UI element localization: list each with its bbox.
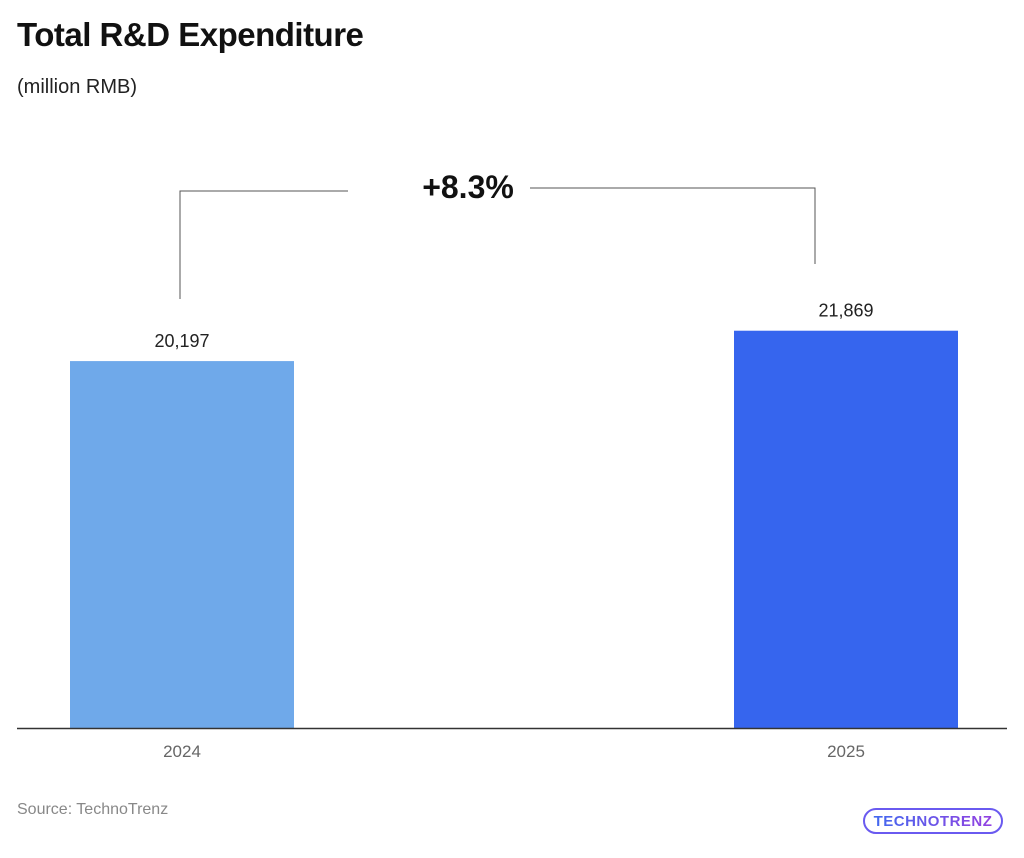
x-tick-label-2025: 2025 [827, 742, 865, 761]
chart-title: Total R&D Expenditure [17, 16, 364, 53]
technotrenz-logo: TECHNOTRENZ [863, 808, 1003, 834]
chart-subtitle: (million RMB) [17, 76, 137, 98]
source-note: Source: TechnoTrenz [17, 801, 169, 818]
change-annotation: +8.3% [422, 169, 514, 205]
data-label-2024: 20,197 [154, 331, 209, 351]
bar-2025 [734, 330, 958, 728]
x-tick-label-2024: 2024 [163, 742, 201, 761]
change-bracket [179, 187, 816, 299]
data-label-2025: 21,869 [818, 301, 873, 321]
bracket-left [179, 190, 348, 299]
bracket-right [530, 187, 816, 264]
bar-2024 [70, 361, 294, 728]
